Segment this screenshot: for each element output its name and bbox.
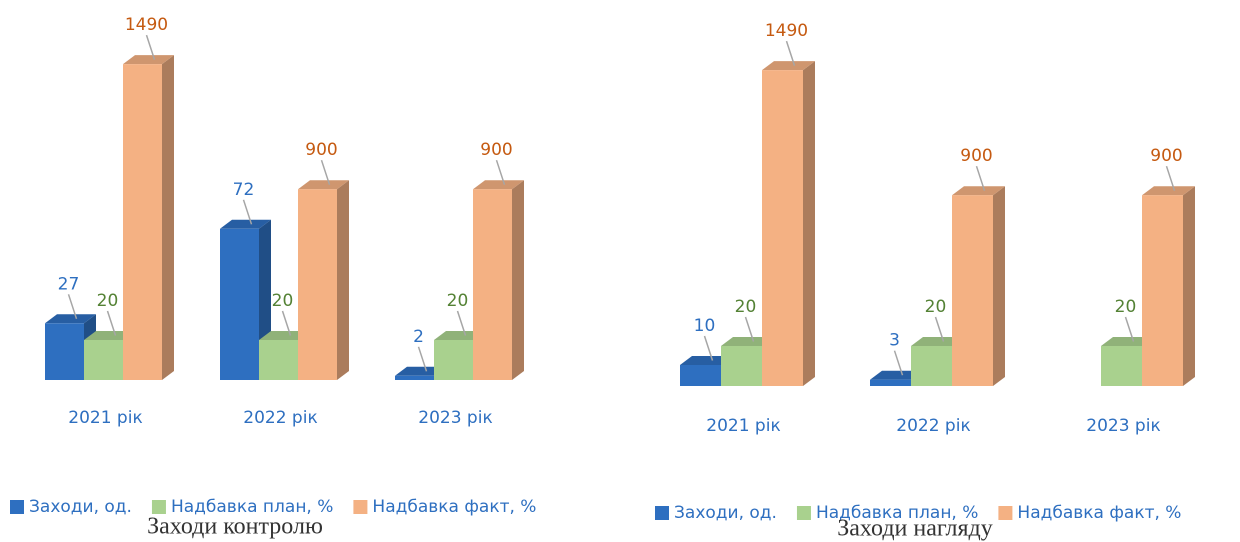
legend-label: Надбавка факт, % [372, 497, 536, 517]
data-label: 20 [97, 291, 119, 311]
bar [123, 55, 174, 381]
label-leader [1165, 165, 1176, 191]
data-label: 20 [925, 297, 947, 317]
data-label: 20 [447, 291, 469, 311]
legend-swatch [998, 506, 1013, 520]
bar [298, 180, 349, 380]
x-tick-label: 2022 рік [243, 408, 317, 428]
legend-label: Заходи, од. [29, 497, 132, 517]
data-label: 900 [480, 140, 512, 160]
data-label: 10 [694, 316, 716, 336]
label-leader [495, 159, 506, 185]
bar [220, 219, 271, 380]
x-tick-label: 2021 рік [68, 408, 142, 428]
legend-label: Надбавка план, % [816, 503, 978, 523]
x-tick-label: 2023 рік [1086, 416, 1160, 436]
label-leader [975, 165, 986, 191]
data-label: 20 [1115, 297, 1137, 317]
label-leader [893, 350, 904, 376]
label-leader [242, 199, 253, 225]
bar [952, 186, 1005, 386]
label-leader [320, 159, 331, 185]
label-leader [417, 346, 428, 372]
x-tick-label: 2022 рік [896, 416, 970, 436]
label-leader [703, 335, 714, 361]
data-label: 27 [58, 274, 80, 294]
data-label: 900 [1150, 146, 1182, 166]
data-label: 20 [272, 291, 294, 311]
bar [762, 61, 815, 387]
legend-label: Надбавка план, % [171, 497, 333, 517]
legend-label: Заходи, од. [674, 503, 777, 523]
chart-title: Заходи нагляду [837, 516, 992, 542]
data-label: 900 [305, 140, 337, 160]
data-label: 72 [233, 180, 255, 200]
label-leader [145, 34, 156, 60]
label-leader [456, 310, 467, 336]
label-leader [1124, 316, 1135, 342]
bar [473, 180, 524, 380]
data-label: 1490 [125, 15, 168, 35]
bar [1142, 186, 1195, 386]
label-leader [106, 310, 117, 336]
label-leader [744, 316, 755, 342]
data-label: 3 [889, 331, 900, 351]
x-tick-label: 2023 рік [418, 408, 492, 428]
label-leader [934, 316, 945, 342]
chart-title: Заходи контролю [147, 514, 323, 540]
legend-label: Надбавка факт, % [1017, 503, 1181, 523]
data-label: 1490 [765, 21, 808, 41]
data-label: 2 [413, 327, 424, 347]
label-leader [67, 294, 78, 320]
data-label: 900 [960, 146, 992, 166]
legend-swatch [151, 500, 166, 514]
legend-swatch [655, 506, 669, 520]
data-label: 20 [735, 297, 757, 317]
x-tick-label: 2021 рік [706, 416, 780, 436]
legend-swatch [353, 500, 368, 514]
label-leader [281, 310, 292, 336]
legend-swatch [796, 506, 811, 520]
label-leader [785, 40, 796, 66]
legend-swatch [10, 500, 24, 514]
